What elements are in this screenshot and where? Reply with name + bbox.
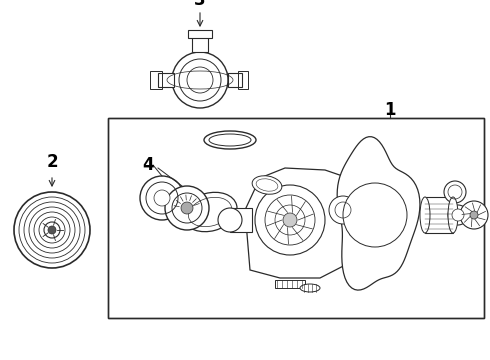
Circle shape [255,185,325,255]
Bar [230,208,252,232]
Circle shape [283,213,297,227]
Circle shape [172,52,228,108]
Circle shape [452,209,464,221]
Bar [188,30,212,38]
Text: 2: 2 [46,153,58,171]
Ellipse shape [448,197,458,233]
Bar [228,73,242,87]
Bar [275,280,305,288]
Circle shape [140,176,184,220]
Ellipse shape [165,69,235,91]
Circle shape [14,192,90,268]
Bar [425,197,453,233]
Polygon shape [337,137,420,290]
Bar [238,71,248,89]
Ellipse shape [183,192,237,232]
Ellipse shape [420,197,430,233]
Circle shape [448,205,468,225]
Circle shape [44,222,60,238]
Circle shape [444,181,466,203]
Text: 3: 3 [194,0,206,9]
Text: 1: 1 [384,101,396,119]
Bar [192,34,208,52]
Polygon shape [245,168,365,278]
Ellipse shape [204,131,256,149]
Circle shape [343,183,407,247]
Circle shape [48,226,56,234]
Text: 4: 4 [142,156,154,174]
Bar [150,71,162,89]
Bar [108,118,484,318]
Circle shape [165,186,209,230]
Circle shape [470,211,478,219]
Polygon shape [347,205,373,235]
Circle shape [460,201,488,229]
Ellipse shape [252,176,282,194]
Circle shape [181,202,193,214]
Bar [158,73,174,87]
Ellipse shape [300,284,320,292]
Circle shape [218,208,242,232]
Circle shape [329,196,357,224]
Bar [108,118,484,318]
Circle shape [154,190,170,206]
